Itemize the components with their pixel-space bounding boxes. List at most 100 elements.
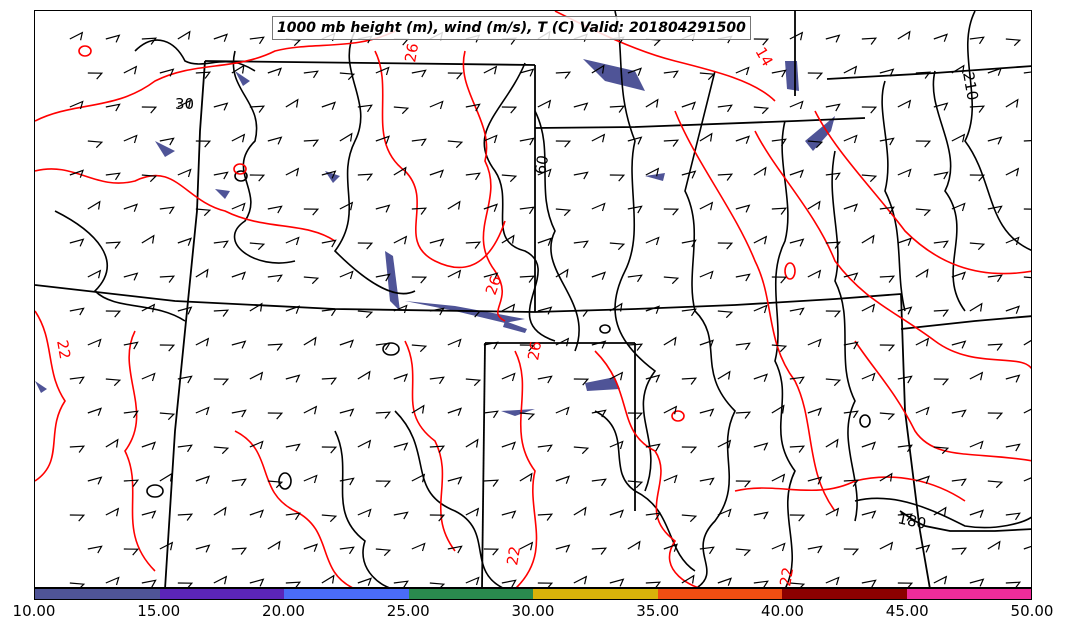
wind-barb: [681, 377, 698, 385]
wind-barb: [699, 270, 714, 280]
wind-barb: [519, 344, 536, 352]
colorbar-segment: [657, 589, 782, 599]
wind-barb: [789, 169, 805, 178]
wind-barb: [753, 166, 767, 176]
wind-barb: [339, 546, 355, 555]
wind-barb: [807, 200, 821, 210]
wind-barb: [807, 269, 822, 279]
wind-barb: [321, 308, 337, 317]
wind-barb: [807, 140, 824, 149]
colorbar-tick: 15.00: [137, 602, 181, 620]
wind-barb: [195, 544, 211, 553]
wind-barb: [519, 275, 536, 283]
wind-barb: [951, 409, 967, 418]
wind-barb: [213, 240, 229, 249]
wind-barb: [465, 507, 480, 517]
wind-barb: [627, 205, 643, 214]
wind-barb: [483, 65, 498, 75]
wind-barb: [285, 38, 302, 47]
wind-barb: [771, 69, 787, 78]
wind-barb: [105, 310, 122, 318]
wind-barb: [879, 412, 896, 421]
wind-barb: [429, 238, 445, 247]
wind-barb: [267, 274, 283, 283]
wind-barb: [771, 207, 788, 215]
wind-barb: [861, 510, 877, 519]
wind-barb: [771, 473, 786, 483]
wind-barb: [537, 375, 553, 384]
wind-barb: [501, 579, 517, 587]
wind-barb: [105, 378, 122, 387]
wind-barb: [501, 510, 517, 519]
height-label: 180: [896, 509, 928, 533]
wind-barb: [699, 408, 715, 417]
wind-barb: [573, 102, 589, 111]
wind-barb: [897, 582, 914, 587]
wind-barb: [825, 241, 842, 249]
wind-barbs: [69, 30, 1031, 587]
wind-barb: [825, 438, 839, 448]
wind-barb: [645, 305, 661, 314]
wind-barb: [969, 302, 983, 312]
wind-barb: [177, 99, 192, 109]
temperature-label: 22: [776, 566, 797, 588]
wind-barb: [267, 540, 281, 550]
wind-barb: [1023, 408, 1031, 414]
wind-barb: [87, 269, 102, 279]
wind-barb: [609, 371, 624, 381]
wind-barb: [141, 441, 157, 450]
wind-barb: [411, 276, 428, 284]
wind-barb: [663, 70, 679, 79]
wind-barb: [681, 170, 697, 179]
wind-barb: [645, 443, 661, 452]
wind-barb: [357, 508, 372, 518]
wind-barb: [825, 378, 842, 387]
wind-barb: [195, 268, 209, 278]
wind-barb: [843, 479, 860, 487]
wind-barb: [951, 547, 968, 555]
wind-barb: [627, 136, 643, 145]
wind-barb: [519, 472, 533, 482]
wind-barb: [789, 582, 806, 587]
wind-barb: [987, 343, 1004, 351]
wind-barb: [1023, 339, 1031, 346]
wind-barb: [123, 410, 139, 419]
wind-barb: [303, 139, 320, 147]
wind-barb: [699, 339, 715, 348]
wind-barb: [879, 137, 895, 146]
wind-barb: [789, 445, 806, 453]
wind-barb: [105, 34, 121, 43]
wind-barb: [789, 376, 805, 385]
wind-barb: [663, 139, 680, 147]
wind-barb: [483, 341, 499, 350]
wind-barb: [123, 479, 140, 487]
wind-barb: [771, 542, 786, 552]
wind-barb: [177, 582, 194, 587]
wind-barb: [537, 168, 552, 178]
wind-barb: [501, 372, 516, 382]
wind-barb: [285, 581, 302, 587]
wind-barb: [735, 342, 751, 351]
wind-barb: [915, 208, 932, 217]
wind-barb: [879, 344, 896, 352]
wind-barb: [645, 98, 659, 108]
wind-barb: [339, 201, 354, 211]
wind-barb: [861, 234, 875, 244]
wind-barb: [231, 271, 247, 280]
wind-barb: [843, 134, 858, 144]
wind-barb: [609, 105, 626, 113]
height-label: 60: [531, 154, 552, 176]
wind-barb: [375, 480, 392, 488]
wind-barb: [123, 65, 138, 75]
wind-barb: [447, 72, 464, 80]
wind-barb: [987, 67, 1003, 76]
wind-barb: [375, 548, 392, 557]
wind-barb: [411, 138, 427, 147]
colorbar-tick: 45.00: [885, 602, 929, 620]
wind-barb: [1005, 98, 1019, 108]
wind-barb: [717, 577, 733, 586]
wind-barb: [249, 174, 266, 182]
wind-barb: [861, 37, 878, 45]
wind-barb: [87, 545, 103, 554]
wind-barb: [951, 478, 967, 487]
